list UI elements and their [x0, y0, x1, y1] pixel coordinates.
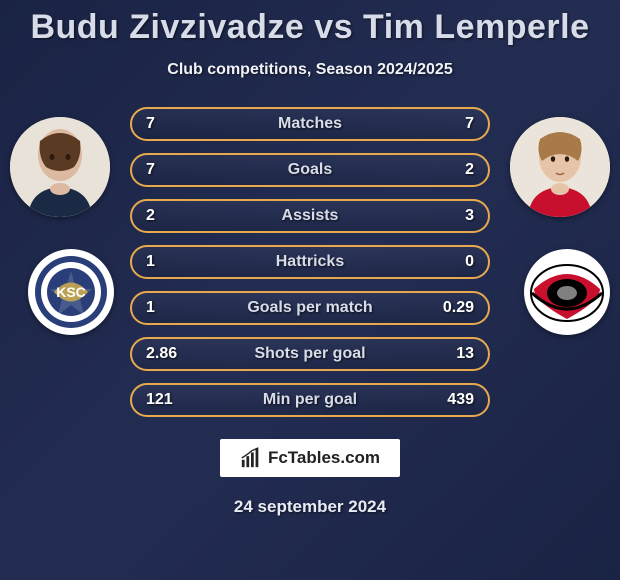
stat-row: 1 Goals per match 0.29: [130, 291, 490, 325]
stat-row: 2.86 Shots per goal 13: [130, 337, 490, 371]
stat-left-value: 1: [146, 253, 155, 271]
stat-label: Assists: [282, 207, 339, 225]
stat-label: Goals: [288, 161, 332, 179]
page-title: Budu Zivzivadze vs Tim Lemperle: [0, 0, 620, 47]
player-right-club-badge: [524, 249, 610, 335]
chart-icon: [240, 447, 262, 469]
stat-left-value: 7: [146, 115, 155, 133]
subtitle: Club competitions, Season 2024/2025: [0, 61, 620, 79]
stats-list: 7 Matches 7 7 Goals 2 2 Assists 3 1 Hatt…: [130, 107, 490, 417]
stat-label: Goals per match: [247, 299, 372, 317]
club-badge-icon: [524, 249, 610, 335]
svg-text:KSC: KSC: [56, 284, 86, 300]
stat-right-value: 3: [465, 207, 474, 225]
stat-right-value: 0.29: [443, 299, 474, 317]
stat-left-value: 121: [146, 391, 173, 409]
person-icon: [10, 117, 110, 217]
stat-right-value: 13: [456, 345, 474, 363]
stat-row: 7 Matches 7: [130, 107, 490, 141]
player-left-club-badge: KSC: [28, 249, 114, 335]
stat-right-value: 439: [447, 391, 474, 409]
stat-label: Matches: [278, 115, 342, 133]
brand-text: FcTables.com: [268, 448, 380, 468]
stat-right-value: 2: [465, 161, 474, 179]
player-left-avatar: [10, 117, 110, 217]
stat-left-value: 7: [146, 161, 155, 179]
stat-row: 2 Assists 3: [130, 199, 490, 233]
comparison-panel: KSC 7 Matches 7 7 Goals 2 2 Assists 3: [0, 107, 620, 417]
stat-left-value: 1: [146, 299, 155, 317]
stat-label: Min per goal: [263, 391, 357, 409]
club-badge-icon: KSC: [28, 249, 114, 335]
stat-label: Hattricks: [276, 253, 344, 271]
stat-left-value: 2.86: [146, 345, 177, 363]
stat-label: Shots per goal: [254, 345, 365, 363]
stat-right-value: 0: [465, 253, 474, 271]
stat-row: 121 Min per goal 439: [130, 383, 490, 417]
stat-left-value: 2: [146, 207, 155, 225]
person-icon: [510, 117, 610, 217]
player-right-avatar: [510, 117, 610, 217]
stat-row: 1 Hattricks 0: [130, 245, 490, 279]
date-label: 24 september 2024: [0, 497, 620, 517]
stat-right-value: 7: [465, 115, 474, 133]
brand-badge: FcTables.com: [220, 439, 400, 477]
stat-row: 7 Goals 2: [130, 153, 490, 187]
